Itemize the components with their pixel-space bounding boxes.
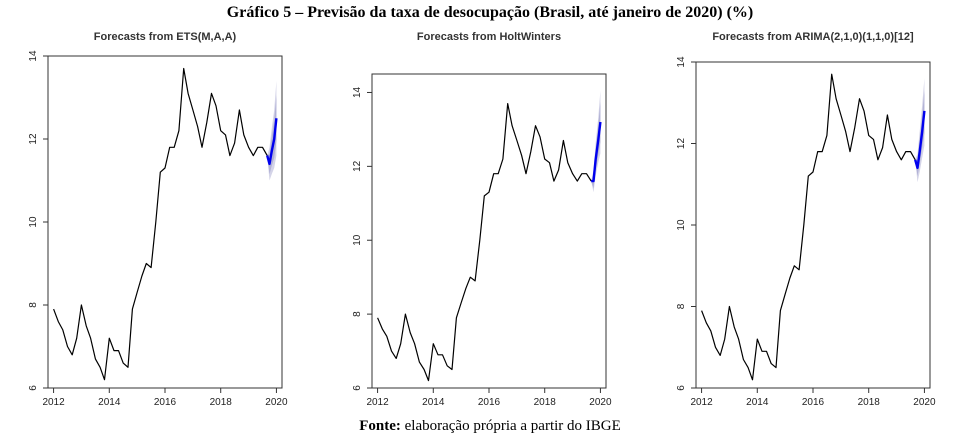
x-tick-label: 2020 — [913, 397, 936, 408]
x-tick-label: 2012 — [690, 397, 713, 408]
y-tick-label: 14 — [28, 50, 39, 62]
x-tick-label: 2016 — [802, 397, 825, 408]
plot-frame — [695, 61, 931, 389]
history-series-line — [53, 67, 268, 381]
figure-source: Fonte: elaboração própria a partir do IB… — [0, 418, 980, 435]
x-tick-label: 2020 — [589, 397, 612, 408]
forecast-series-line — [914, 110, 926, 170]
y-tick-label: 8 — [352, 311, 363, 317]
y-tick-label: 14 — [352, 86, 363, 98]
y-tick-label: 6 — [28, 385, 39, 391]
chart-svg: Forecasts from HoltWinters 2012 2014 2016 20… — [352, 31, 612, 408]
source-text: elaboração própria a partir do IBGE — [400, 418, 621, 434]
chart-title: Forecasts from HoltWinters — [417, 31, 561, 43]
x-tick-label: 2018 — [210, 397, 233, 408]
x-tick-label: 2018 — [534, 397, 557, 408]
x-tick-label: 2018 — [858, 397, 881, 408]
source-label: Fonte: — [359, 418, 401, 434]
chart-svg: Forecasts from ETS(M,A,A) 2012 2014 2016 201… — [28, 31, 288, 408]
x-tick-label: 2020 — [265, 397, 288, 408]
x-tick-label: 2014 — [746, 397, 769, 408]
y-tick-label: 8 — [676, 303, 687, 309]
x-tick-label: 2014 — [422, 397, 445, 408]
y-tick-label: 14 — [676, 56, 687, 68]
forecast-band-80 — [267, 95, 277, 175]
chart-panel-arima: Forecasts from ARIMA(2,1,0)(1,1,0)[12] 20… — [654, 26, 974, 416]
x-tick-label: 2014 — [98, 397, 121, 408]
y-tick-label: 6 — [352, 385, 363, 391]
chart-title: Forecasts from ARIMA(2,1,0)(1,1,0)[12] — [712, 31, 914, 43]
y-tick-label: 8 — [28, 302, 39, 308]
chart-panel-ets: Forecasts from ETS(M,A,A) 2012 2014 2016 201… — [6, 26, 326, 416]
forecast-series-line — [266, 118, 278, 166]
chart-title: Forecasts from ETS(M,A,A) — [94, 31, 237, 43]
y-tick-label: 10 — [676, 219, 687, 231]
y-tick-label: 6 — [676, 385, 687, 391]
y-tick-label: 10 — [352, 234, 363, 246]
history-series-line — [701, 73, 916, 381]
y-tick-label: 12 — [676, 138, 687, 150]
y-tick-label: 12 — [28, 133, 39, 145]
chart-svg: Forecasts from ARIMA(2,1,0)(1,1,0)[12] 20… — [676, 31, 936, 408]
x-tick-label: 2016 — [478, 397, 501, 408]
chart-panel-holtwinters: Forecasts from HoltWinters 2012 2014 2016 20… — [330, 26, 650, 416]
forecast-band-95 — [591, 90, 601, 193]
plot-frame — [47, 55, 283, 389]
x-tick-label: 2012 — [366, 397, 389, 408]
y-tick-label: 12 — [352, 160, 363, 172]
figure-title: Gráfico 5 – Previsão da taxa de desocupa… — [226, 4, 754, 21]
forecast-series-line — [591, 121, 602, 183]
plot-frame — [371, 73, 607, 389]
forecast-band-95 — [915, 78, 925, 183]
x-tick-label: 2012 — [42, 397, 65, 408]
x-tick-label: 2016 — [154, 397, 177, 408]
history-series-line — [377, 102, 592, 382]
y-tick-label: 10 — [28, 216, 39, 228]
